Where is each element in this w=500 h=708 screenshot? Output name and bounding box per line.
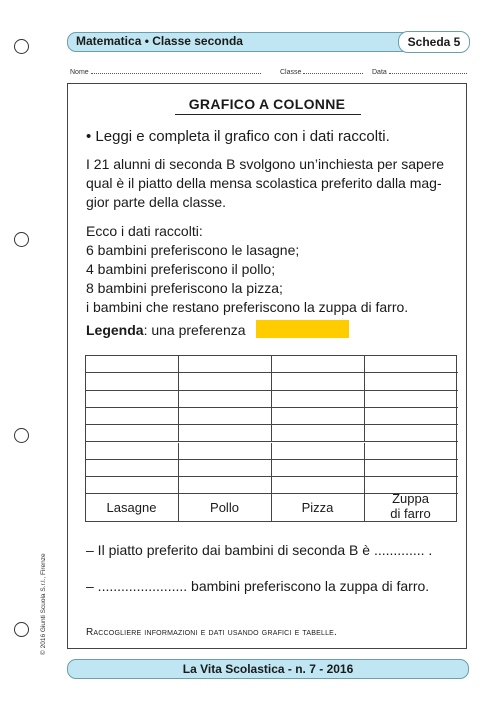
grid-cell — [365, 356, 458, 374]
category-label-zuppa: Zuppa di farro — [364, 491, 457, 521]
grid-cell — [272, 356, 365, 374]
title-underline — [175, 114, 361, 116]
grid-cell — [365, 477, 458, 495]
grid-cell — [272, 477, 365, 495]
grid-cell — [365, 408, 458, 426]
grid-cell — [365, 373, 458, 391]
category-label-zuppa-line2: di farro — [390, 506, 431, 521]
header-subject: Matematica • Classe seconda — [76, 34, 243, 48]
grid-cell — [365, 443, 458, 460]
date-field[interactable]: Data — [372, 67, 467, 76]
legend: Legenda: una preferenza — [86, 321, 246, 340]
exercise-card — [67, 83, 467, 649]
category-label-zuppa-line1: Zuppa — [392, 491, 429, 506]
grid-cell — [86, 459, 179, 478]
grid-cell — [272, 407, 365, 426]
question-1: – Il piatto preferito dai bambini di sec… — [86, 542, 433, 558]
data-line-3: 8 bambini preferiscono la pizza; — [86, 280, 283, 296]
grid-cell — [272, 425, 365, 443]
name-field-line — [90, 67, 261, 74]
legend-label: Legenda — [86, 322, 144, 338]
grid-label-cell — [86, 494, 179, 521]
grid-cell — [86, 425, 179, 443]
grid-cell — [179, 407, 272, 426]
date-field-label: Data — [372, 69, 387, 76]
class-field-label: Classe — [280, 69, 302, 76]
legend-swatch — [256, 320, 349, 338]
grid-cell — [272, 390, 365, 408]
footer-band: La Vita Scolastica - n. 7 - 2016 — [67, 659, 469, 679]
binder-hole-3 — [14, 428, 29, 443]
category-label-pizza: Pizza — [301, 500, 334, 515]
category-label-lasagne: Lasagne — [106, 500, 157, 515]
name-field[interactable]: Nome — [70, 67, 261, 76]
grid-cell — [86, 407, 179, 426]
grid-cell — [86, 373, 179, 391]
intro-line-1: I 21 alunni di seconda B svolgono un’inc… — [86, 156, 445, 172]
data-heading: Ecco i dati raccolti: — [86, 223, 203, 239]
grid-cell — [365, 460, 458, 478]
grid-cell — [179, 373, 272, 391]
legend-text: : una preferenza — [143, 322, 246, 338]
grid-cell — [86, 356, 179, 374]
sheet-number-badge: Scheda 5 — [398, 31, 470, 53]
grid-cell — [272, 373, 365, 391]
grid-cell — [179, 459, 272, 478]
grid-label-cell — [179, 494, 272, 521]
grid-cell — [179, 390, 272, 408]
column-chart-grid — [85, 355, 458, 522]
exercise-title: GRAFICO A COLONNE — [188, 96, 346, 112]
class-field[interactable]: Classe — [280, 67, 364, 76]
grid-cell — [365, 391, 458, 408]
instruction-text: • Leggi e completa il grafico con i dati… — [86, 128, 390, 145]
grid-cell — [86, 390, 179, 408]
intro-line-3: gior parte della classe. — [86, 194, 227, 210]
name-field-label: Nome — [70, 69, 89, 76]
intro-line-2: qual è il piatto della mensa scolastica … — [86, 175, 442, 191]
data-line-1: 6 bambini preferiscono le lasagne; — [86, 242, 300, 258]
grid-cell — [179, 356, 272, 374]
data-line-4: i bambini che restano preferiscono la zu… — [86, 299, 409, 315]
grid-cell — [179, 425, 272, 443]
grid-cell — [272, 459, 365, 478]
grid-label-cell — [272, 494, 365, 521]
date-field-line — [388, 67, 467, 74]
grid-cell — [86, 477, 179, 495]
footer-note: Raccogliere informazioni e dati usando g… — [86, 627, 338, 638]
grid-cell — [272, 442, 365, 460]
question-2: – ....................... bambini prefer… — [86, 578, 430, 594]
category-label-pollo: Pollo — [210, 500, 239, 515]
binder-hole-2 — [14, 232, 29, 247]
grid-cell — [365, 425, 458, 443]
copyright-text: © 2016 Giunti Scuola S.r.l., Firenze — [40, 553, 47, 655]
grid-cell — [179, 477, 272, 495]
grid-cell — [86, 442, 179, 460]
class-field-line — [303, 67, 364, 74]
binder-hole-1 — [14, 39, 29, 54]
binder-hole-4 — [14, 622, 29, 637]
grid-cell — [179, 442, 272, 460]
data-line-2: 4 bambini preferiscono il pollo; — [86, 261, 276, 277]
